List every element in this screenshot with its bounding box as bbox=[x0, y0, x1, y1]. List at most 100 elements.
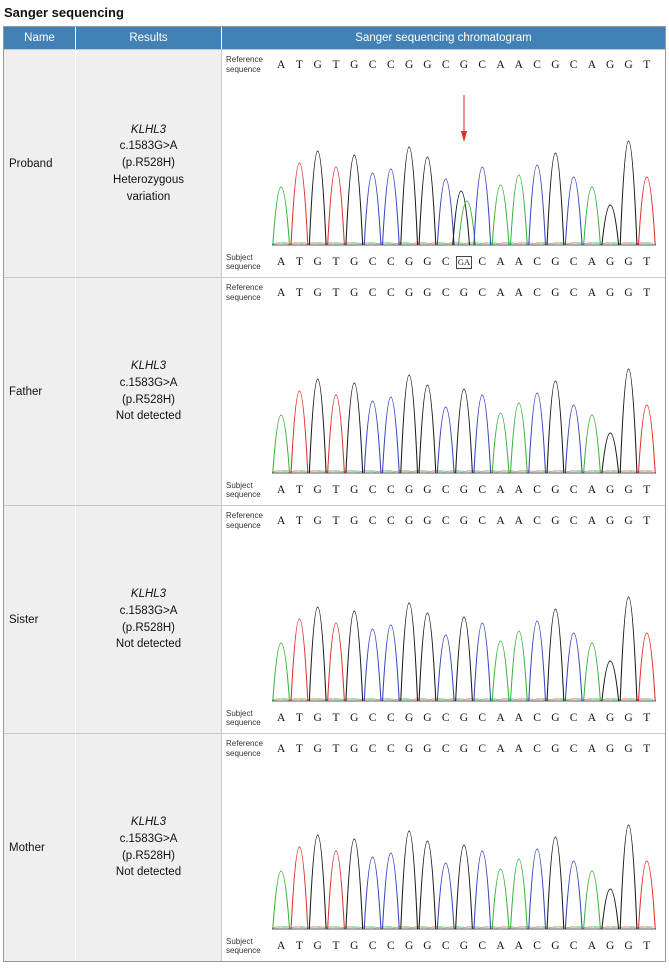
reference-base-letter: T bbox=[332, 286, 340, 299]
subject-base-letter: G bbox=[350, 484, 359, 497]
subject-base-letter: T bbox=[295, 712, 303, 725]
reference-base-letter: C bbox=[533, 742, 541, 755]
subject-base-letter: C bbox=[478, 940, 487, 953]
chromatogram-svg bbox=[272, 94, 656, 246]
reference-base-letter: C bbox=[478, 514, 487, 527]
reference-base-letter: G bbox=[423, 286, 432, 299]
reference-base-letter: C bbox=[441, 58, 450, 71]
reference-base-letter: G bbox=[313, 742, 322, 755]
subject-base-letter: C bbox=[478, 484, 487, 497]
subject-base-letter: G bbox=[404, 940, 414, 953]
subject-base-letter: G bbox=[624, 256, 633, 269]
reference-base-letter: G bbox=[551, 514, 560, 527]
reference-base-letter: A bbox=[514, 742, 523, 755]
reference-base-letter: G bbox=[459, 58, 469, 71]
results-text: KLHL3 c.1583G>A (p.R528H) Heterozygous v… bbox=[97, 122, 201, 205]
subject-base-letter: G bbox=[423, 712, 432, 725]
gene-name: KLHL3 bbox=[130, 816, 167, 829]
subject-base-letter: G bbox=[313, 712, 322, 725]
subject-base-letter: G bbox=[459, 940, 469, 953]
subject-base-letter: G bbox=[606, 256, 615, 269]
subject-base-letter: G bbox=[350, 940, 359, 953]
gene-name: KLHL3 bbox=[130, 588, 167, 601]
reference-base-letter: G bbox=[606, 742, 615, 755]
subject-sequence-label: Subject sequence bbox=[226, 936, 261, 956]
subject-base-letter: C bbox=[386, 940, 395, 953]
reference-base-letter: A bbox=[514, 514, 523, 527]
reference-base-letter: A bbox=[276, 514, 286, 527]
subject-name: Sister bbox=[9, 613, 39, 626]
variant-notation: c.1583G>A bbox=[119, 604, 178, 617]
reference-base-letter: A bbox=[587, 514, 597, 527]
variant-notation: c.1583G>A bbox=[119, 832, 178, 845]
table-header: Name Results Sanger sequencing chromatog… bbox=[4, 27, 665, 49]
subject-base-letter: A bbox=[496, 484, 505, 497]
reference-sequence-label: Reference sequence bbox=[226, 739, 263, 758]
variant-status: Heterozygous variation bbox=[113, 173, 184, 203]
reference-base-letter: T bbox=[295, 742, 303, 755]
reference-base-letter: A bbox=[496, 286, 505, 299]
subject-base-letter: T bbox=[332, 256, 340, 269]
subject-base-letter: C bbox=[386, 484, 395, 497]
reference-base-letter: G bbox=[624, 742, 633, 755]
subject-base-letter: C bbox=[569, 940, 578, 953]
name-cell: Father bbox=[4, 278, 75, 505]
reference-base-letter: C bbox=[368, 286, 377, 299]
reference-base-letter: T bbox=[332, 58, 340, 71]
subject-base-letter: A bbox=[276, 256, 286, 269]
subject-name: Mother bbox=[9, 841, 45, 854]
subject-base-letter: T bbox=[643, 256, 651, 269]
table-row: Mother KLHL3 c.1583G>A (p.R528H) Not det… bbox=[4, 733, 665, 961]
variant-notation: c.1583G>A bbox=[119, 376, 178, 389]
reference-base-letter: G bbox=[423, 514, 432, 527]
subject-sequence-label: Subject sequence bbox=[226, 708, 261, 728]
subject-base-letter: A bbox=[496, 256, 505, 269]
subject-base-letter: C bbox=[441, 484, 450, 497]
reference-base-letter: G bbox=[350, 286, 359, 299]
reference-base-letter: C bbox=[569, 742, 578, 755]
subject-base-letter: C bbox=[368, 256, 377, 269]
subject-base-letter: C bbox=[441, 256, 450, 269]
subject-base-letter: G bbox=[551, 712, 560, 725]
subject-base-letter: G bbox=[350, 712, 359, 725]
protein-notation: (p.R528H) bbox=[121, 849, 176, 862]
reference-base-letter: T bbox=[643, 58, 651, 71]
reference-base-letter: G bbox=[459, 286, 469, 299]
reference-base-letter: A bbox=[276, 58, 286, 71]
subject-base-letter: T bbox=[332, 940, 340, 953]
subject-base-letter: G bbox=[350, 256, 359, 269]
reference-base-letter: T bbox=[295, 514, 303, 527]
figure: Sanger sequencing Name Results Sanger se… bbox=[3, 3, 666, 962]
subject-base-letter: A bbox=[276, 712, 286, 725]
name-cell: Sister bbox=[4, 506, 75, 733]
reference-base-letter: A bbox=[587, 58, 597, 71]
results-cell: KLHL3 c.1583G>A (p.R528H) Not detected bbox=[75, 506, 221, 733]
subject-base-letter: G bbox=[459, 484, 469, 497]
results-text: KLHL3 c.1583G>A (p.R528H) Not detected bbox=[116, 586, 181, 653]
subject-base-letter: G bbox=[624, 712, 633, 725]
subject-base-letter: G bbox=[551, 940, 560, 953]
subject-base-letter: C bbox=[533, 484, 541, 497]
reference-base-letter: C bbox=[386, 742, 395, 755]
chromatogram-svg bbox=[272, 596, 656, 702]
reference-base-letter: C bbox=[533, 514, 541, 527]
subject-base-letter: T bbox=[332, 484, 340, 497]
reference-base-letter: G bbox=[423, 742, 432, 755]
subject-sequence-label: Subject sequence bbox=[226, 252, 261, 272]
reference-base-letter: G bbox=[459, 514, 469, 527]
subject-base-letter: C bbox=[386, 712, 395, 725]
reference-base-letter: T bbox=[295, 58, 303, 71]
subject-base-letter: G bbox=[423, 940, 432, 953]
gene-name: KLHL3 bbox=[130, 360, 167, 373]
subject-base-letter: C bbox=[569, 484, 578, 497]
reference-base-letter: G bbox=[404, 286, 414, 299]
